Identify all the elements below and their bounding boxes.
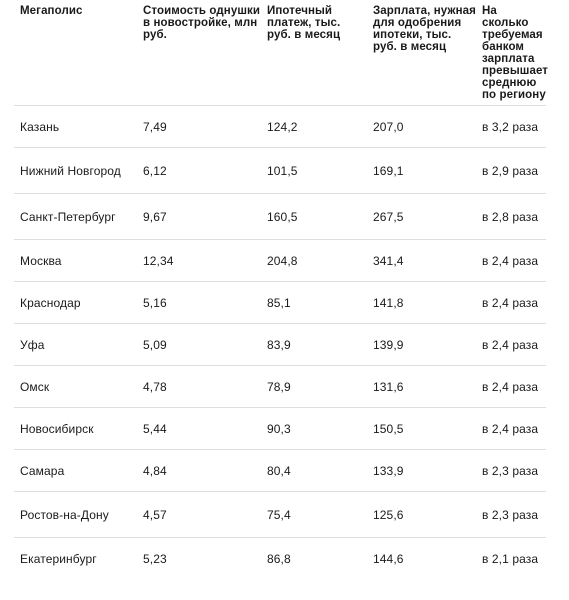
ratio-cell: в 2,4 раза	[482, 253, 539, 268]
city-cell: Краснодар	[20, 295, 81, 310]
salary-cell: 141,8	[373, 295, 404, 310]
salary-cell: 131,6	[373, 379, 404, 394]
salary-cell: 169,1	[373, 163, 404, 178]
salary-cell: 207,0	[373, 119, 404, 134]
city-cell: Ростов-на-Дону	[20, 507, 109, 522]
payment-cell: 204,8	[267, 253, 298, 268]
table-row: Омск 4,78 78,9 131,6 в 2,4 раза	[14, 366, 546, 408]
price-cell: 12,34	[143, 253, 174, 268]
city-cell: Омск	[20, 379, 50, 394]
table-row: Казань 7,49 124,2 207,0 в 3,2 раза	[14, 106, 546, 148]
payment-cell: 85,1	[267, 295, 291, 310]
salary-cell: 139,9	[373, 337, 404, 352]
salary-cell: 150,5	[373, 421, 404, 436]
ratio-cell: в 2,1 раза	[482, 551, 539, 566]
column-header-city: Мегаполис	[20, 5, 83, 17]
city-cell: Нижний Новгород	[20, 163, 121, 178]
column-header-payment: Ипотечный платеж, тыс. руб. в месяц	[267, 5, 341, 41]
ratio-cell: в 2,8 раза	[482, 209, 539, 224]
housing-table: Мегаполис Стоимость однушки в новостройк…	[14, 0, 549, 579]
table-row: Екатеринбург 5,23 86,8 144,6 в 2,1 раза	[14, 538, 546, 579]
ratio-cell: в 2,4 раза	[482, 295, 539, 310]
city-cell: Самара	[20, 463, 65, 478]
payment-cell: 78,9	[267, 379, 291, 394]
salary-cell: 267,5	[373, 209, 404, 224]
city-cell: Уфа	[20, 337, 45, 352]
price-cell: 6,12	[143, 163, 167, 178]
city-cell: Казань	[20, 119, 60, 134]
price-cell: 7,49	[143, 119, 167, 134]
salary-cell: 341,4	[373, 253, 404, 268]
ratio-cell: в 2,4 раза	[482, 421, 539, 436]
table-row: Новосибирск 5,44 90,3 150,5 в 2,4 раза	[14, 408, 546, 450]
salary-cell: 133,9	[373, 463, 404, 478]
price-cell: 5,23	[143, 551, 167, 566]
price-cell: 4,57	[143, 507, 167, 522]
ratio-cell: в 2,3 раза	[482, 507, 539, 522]
payment-cell: 101,5	[267, 163, 298, 178]
table-row: Нижний Новгород 6,12 101,5 169,1 в 2,9 р…	[14, 148, 546, 194]
payment-cell: 86,8	[267, 551, 291, 566]
payment-cell: 124,2	[267, 119, 298, 134]
payment-cell: 90,3	[267, 421, 291, 436]
price-cell: 5,44	[143, 421, 167, 436]
table-header-row: Мегаполис Стоимость однушки в новостройк…	[14, 0, 549, 106]
payment-cell: 80,4	[267, 463, 291, 478]
table-row: Уфа 5,09 83,9 139,9 в 2,4 раза	[14, 324, 546, 366]
price-cell: 4,84	[143, 463, 167, 478]
ratio-cell: в 3,2 раза	[482, 119, 539, 134]
column-header-salary: Зарплата, нужная для одобрения ипотеки, …	[373, 5, 476, 53]
salary-cell: 125,6	[373, 507, 404, 522]
column-header-ratio: На сколько требуемая банком зарплата пре…	[482, 5, 549, 101]
table-row: Самара 4,84 80,4 133,9 в 2,3 раза	[14, 450, 546, 492]
price-cell: 9,67	[143, 209, 167, 224]
ratio-cell: в 2,3 раза	[482, 463, 539, 478]
price-cell: 5,16	[143, 295, 167, 310]
payment-cell: 160,5	[267, 209, 298, 224]
table-row: Москва 12,34 204,8 341,4 в 2,4 раза	[14, 240, 546, 282]
table-row: Краснодар 5,16 85,1 141,8 в 2,4 раза	[14, 282, 546, 324]
price-cell: 5,09	[143, 337, 167, 352]
payment-cell: 83,9	[267, 337, 291, 352]
city-cell: Новосибирск	[20, 421, 94, 436]
column-header-price: Стоимость однушки в новостройке, млн руб…	[143, 5, 261, 41]
city-cell: Екатеринбург	[20, 551, 97, 566]
salary-cell: 144,6	[373, 551, 404, 566]
city-cell: Санкт-Петербург	[20, 209, 116, 224]
table-row: Санкт-Петербург 9,67 160,5 267,5 в 2,8 р…	[14, 194, 546, 240]
ratio-cell: в 2,4 раза	[482, 337, 539, 352]
payment-cell: 75,4	[267, 507, 291, 522]
ratio-cell: в 2,4 раза	[482, 379, 539, 394]
ratio-cell: в 2,9 раза	[482, 163, 539, 178]
price-cell: 4,78	[143, 379, 167, 394]
city-cell: Москва	[20, 253, 62, 268]
table-row: Ростов-на-Дону 4,57 75,4 125,6 в 2,3 раз…	[14, 492, 546, 538]
